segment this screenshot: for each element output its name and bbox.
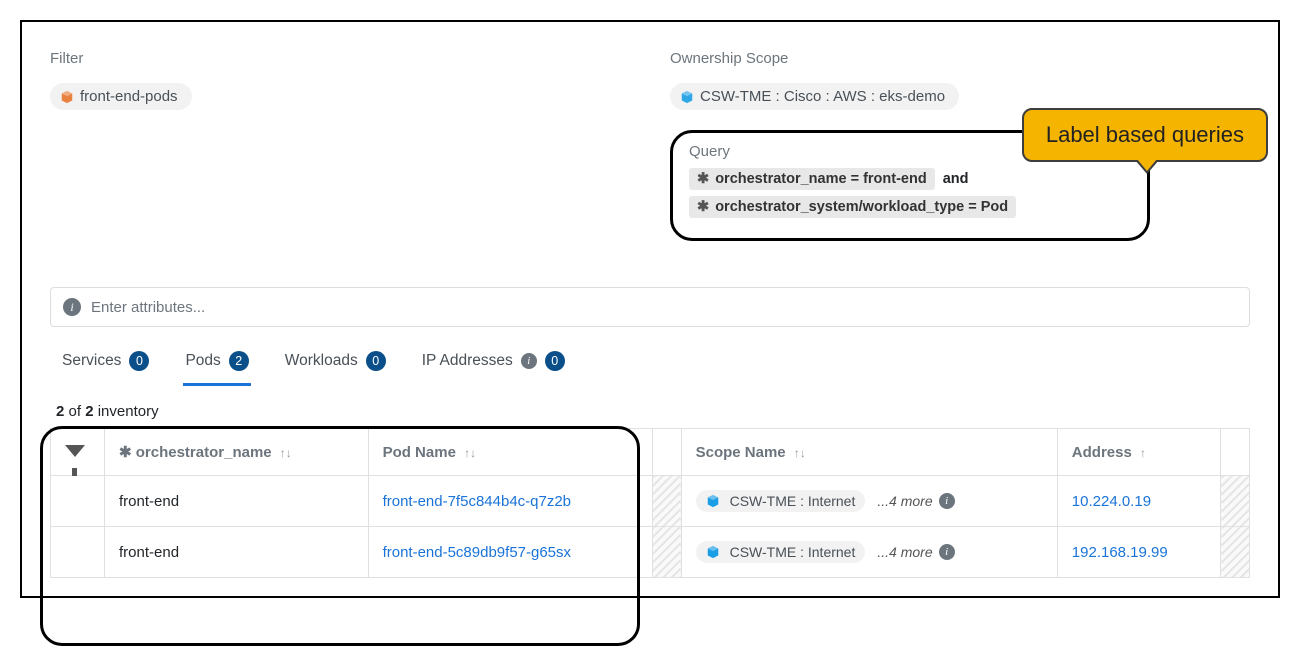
info-icon[interactable]: i (939, 544, 955, 560)
scope-chip[interactable]: CSW-TME : Internet (696, 541, 866, 563)
info-icon[interactable]: i (521, 353, 537, 369)
query-term: ✱ orchestrator_system/workload_type = Po… (689, 196, 1131, 218)
tab-label: IP Addresses (422, 352, 513, 370)
tab-pods[interactable]: Pods 2 (183, 343, 250, 386)
count-badge: 2 (229, 351, 249, 371)
cell-orchestrator-name: front-end (105, 527, 369, 578)
table-row: front-end front-end-5c89db9f57-g65sx CSW… (51, 527, 1250, 578)
funnel-icon (65, 445, 85, 457)
inventory-table: ✱ orchestrator_name ↑↓ Pod Name ↑↓ Scope… (50, 428, 1250, 578)
info-icon[interactable]: i (939, 493, 955, 509)
column-divider (1221, 527, 1250, 578)
callout-text: Label based queries (1046, 122, 1244, 147)
col-scope-name[interactable]: Scope Name ↑↓ (681, 429, 1057, 476)
tab-label: Services (62, 352, 121, 370)
col-address[interactable]: Address ↑ (1057, 429, 1220, 476)
query-operator: and (943, 171, 969, 187)
tabs: Services 0 Pods 2 Workloads 0 IP Address… (50, 333, 1250, 387)
column-divider (652, 476, 681, 527)
cube-icon (706, 494, 720, 508)
tab-ip-addresses[interactable]: IP Addresses i 0 (420, 343, 567, 386)
filter-chip-label: front-end-pods (80, 88, 178, 105)
filter-column-header[interactable] (51, 429, 105, 476)
count-badge: 0 (545, 351, 565, 371)
attributes-placeholder: Enter attributes... (91, 299, 205, 316)
tab-label: Pods (185, 352, 220, 370)
col-orchestrator-name[interactable]: ✱ orchestrator_name ↑↓ (105, 429, 369, 476)
address-link[interactable]: 10.224.0.19 (1072, 493, 1151, 510)
sort-icon: ↑ (1140, 446, 1146, 460)
more-scopes[interactable]: ...4 more (877, 544, 932, 560)
ownership-chip[interactable]: CSW-TME : Cisco : AWS : eks-demo (670, 83, 959, 110)
column-divider (1221, 429, 1250, 476)
ownership-chip-label: CSW-TME : Cisco : AWS : eks-demo (700, 88, 945, 105)
tab-workloads[interactable]: Workloads 0 (283, 343, 388, 386)
sort-icon: ↑↓ (280, 446, 292, 460)
attributes-search[interactable]: i Enter attributes... (50, 287, 1250, 327)
row-filter-cell[interactable] (51, 527, 105, 578)
cube-icon (60, 90, 74, 104)
more-scopes[interactable]: ...4 more (877, 493, 932, 509)
inventory-count: 2 of 2 inventory (56, 403, 1250, 420)
screenshot-frame: Label based queries Filter front-end-pod… (20, 20, 1280, 598)
sort-icon: ↑↓ (464, 446, 476, 460)
annotation-callout: Label based queries (1022, 108, 1268, 162)
column-divider (652, 429, 681, 476)
filter-label: Filter (50, 50, 630, 67)
cube-icon (680, 90, 694, 104)
cube-icon (706, 545, 720, 559)
filter-chip[interactable]: front-end-pods (50, 83, 192, 110)
asterisk-icon: ✱ (697, 199, 709, 215)
query-pill[interactable]: ✱ orchestrator_name = front-end (689, 168, 935, 190)
column-divider (652, 527, 681, 578)
row-filter-cell[interactable] (51, 476, 105, 527)
count-badge: 0 (129, 351, 149, 371)
query-term: ✱ orchestrator_name = front-end and (689, 168, 1131, 190)
col-pod-name[interactable]: Pod Name ↑↓ (368, 429, 652, 476)
info-icon: i (63, 298, 81, 316)
scope-chip[interactable]: CSW-TME : Internet (696, 490, 866, 512)
table-row: front-end front-end-7f5c844b4c-q7z2b CSW… (51, 476, 1250, 527)
tab-services[interactable]: Services 0 (60, 343, 151, 386)
pod-link[interactable]: front-end-7f5c844b4c-q7z2b (383, 493, 571, 510)
ownership-label: Ownership Scope (670, 50, 1250, 67)
query-pill[interactable]: ✱ orchestrator_system/workload_type = Po… (689, 196, 1016, 218)
tab-label: Workloads (285, 352, 358, 370)
sort-icon: ↑↓ (794, 446, 806, 460)
pod-link[interactable]: front-end-5c89db9f57-g65sx (383, 544, 571, 561)
address-link[interactable]: 192.168.19.99 (1072, 544, 1168, 561)
cell-orchestrator-name: front-end (105, 476, 369, 527)
asterisk-icon: ✱ (697, 171, 709, 187)
column-divider (1221, 476, 1250, 527)
count-badge: 0 (366, 351, 386, 371)
